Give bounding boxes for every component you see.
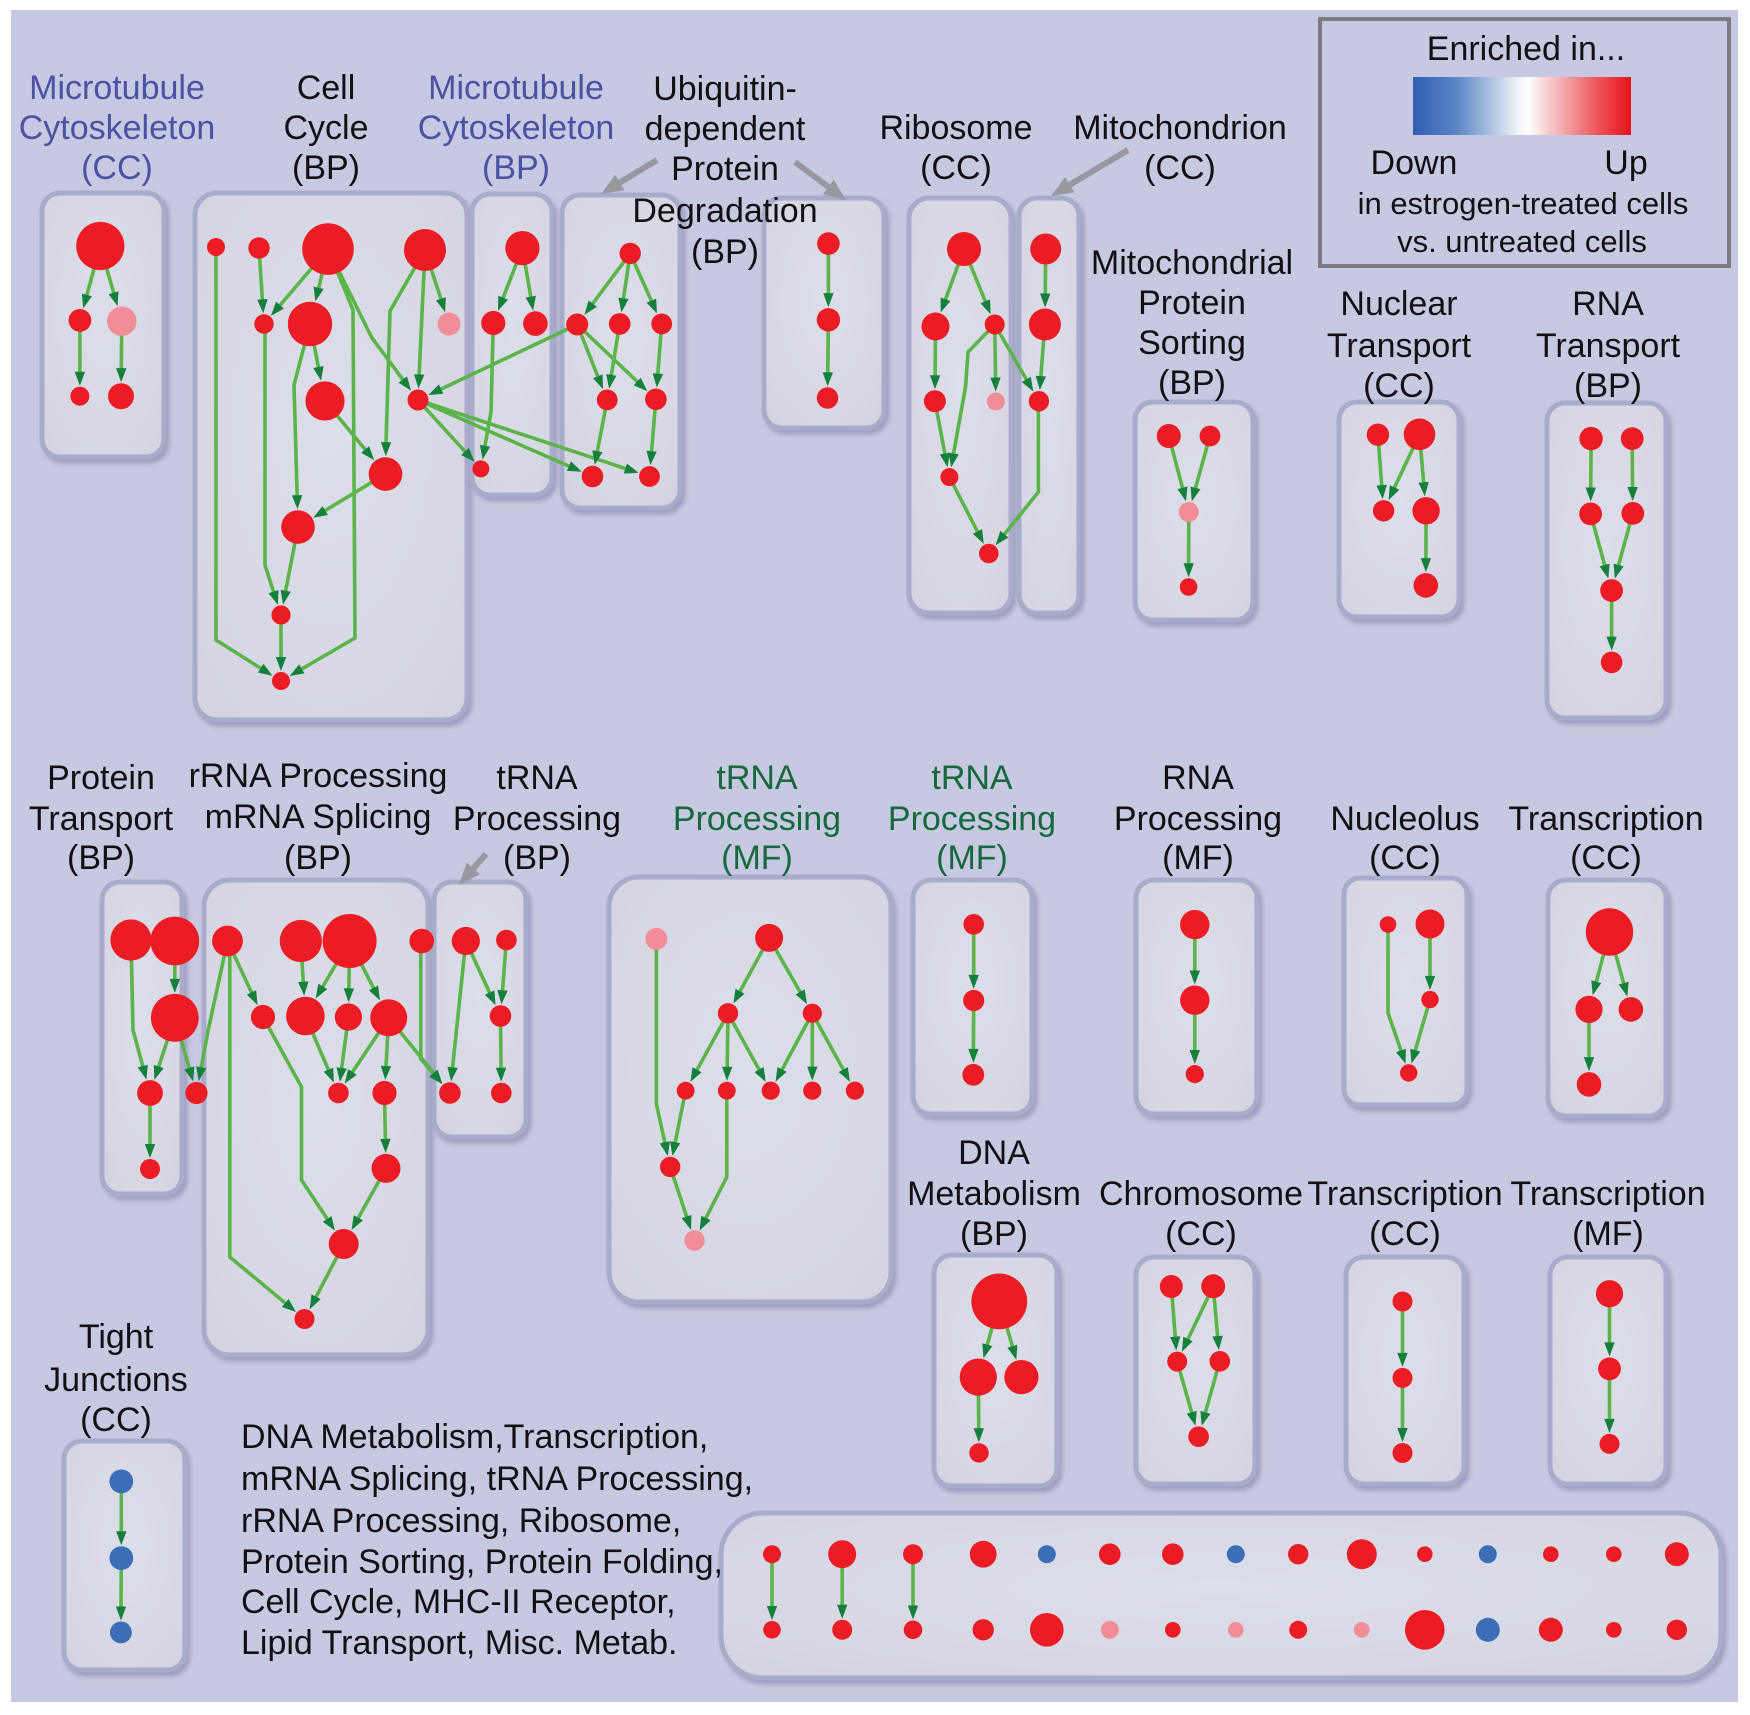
svg-text:(MF): (MF): [1572, 1215, 1644, 1253]
svg-text:Chromosome: Chromosome: [1099, 1175, 1303, 1213]
svg-text:(BP): (BP): [503, 839, 571, 877]
svg-text:RNA: RNA: [1162, 759, 1234, 797]
svg-text:Ubiquitin-: Ubiquitin-: [653, 70, 797, 108]
svg-text:Sorting: Sorting: [1138, 324, 1246, 362]
svg-text:(CC): (CC): [1369, 1215, 1441, 1253]
svg-text:(CC): (CC): [81, 149, 153, 187]
svg-text:(CC): (CC): [80, 1401, 152, 1439]
svg-text:Microtubule: Microtubule: [428, 69, 604, 107]
svg-text:DNA Metabolism,Transcription,: DNA Metabolism,Transcription,: [241, 1418, 708, 1456]
svg-text:Microtubule: Microtubule: [29, 69, 205, 107]
svg-text:Transport: Transport: [1536, 327, 1681, 365]
svg-text:Transcription: Transcription: [1510, 1175, 1705, 1213]
svg-text:rRNA Processing, Ribosome,: rRNA Processing, Ribosome,: [241, 1502, 681, 1540]
svg-text:tRNA: tRNA: [496, 759, 578, 797]
svg-text:Processing: Processing: [673, 800, 841, 838]
svg-text:in estrogen-treated cells: in estrogen-treated cells: [1358, 186, 1689, 221]
svg-text:Transcription: Transcription: [1508, 800, 1703, 838]
svg-text:Enriched in...: Enriched in...: [1427, 30, 1625, 68]
svg-text:(CC): (CC): [920, 149, 992, 187]
svg-text:Cytoskeleton: Cytoskeleton: [418, 109, 615, 147]
svg-text:(CC): (CC): [1165, 1215, 1237, 1253]
svg-text:Cytoskeleton: Cytoskeleton: [19, 109, 216, 147]
svg-text:Nucleolus: Nucleolus: [1330, 800, 1479, 838]
svg-text:(CC): (CC): [1369, 839, 1441, 877]
svg-text:Down: Down: [1371, 144, 1458, 182]
svg-text:Transport: Transport: [1327, 327, 1472, 365]
svg-text:Protein: Protein: [47, 759, 155, 797]
svg-text:Transcription: Transcription: [1307, 1175, 1502, 1213]
svg-text:Processing: Processing: [453, 800, 621, 838]
svg-text:Protein Sorting, Protein Foldi: Protein Sorting, Protein Folding,: [241, 1543, 723, 1581]
svg-text:(MF): (MF): [721, 839, 793, 877]
svg-text:(BP): (BP): [284, 839, 352, 877]
svg-text:mRNA Splicing, tRNA Processing: mRNA Splicing, tRNA Processing,: [241, 1460, 753, 1498]
svg-text:mRNA Splicing: mRNA Splicing: [205, 798, 432, 836]
svg-text:Ribosome: Ribosome: [879, 109, 1032, 147]
svg-text:tRNA: tRNA: [716, 759, 798, 797]
svg-text:Processing: Processing: [888, 800, 1056, 838]
svg-text:Processing: Processing: [1114, 800, 1282, 838]
svg-text:rRNA Processing: rRNA Processing: [189, 757, 448, 795]
svg-text:Cell Cycle, MHC-II Receptor,: Cell Cycle, MHC-II Receptor,: [241, 1583, 676, 1621]
svg-text:(BP): (BP): [292, 149, 360, 187]
svg-text:Cell: Cell: [297, 69, 356, 107]
svg-text:(BP): (BP): [691, 233, 759, 271]
svg-text:Transport: Transport: [29, 800, 174, 838]
svg-text:(CC): (CC): [1570, 839, 1642, 877]
svg-text:(BP): (BP): [67, 839, 135, 877]
svg-text:Metabolism: Metabolism: [907, 1175, 1081, 1213]
svg-text:Lipid Transport, Misc. Metab.: Lipid Transport, Misc. Metab.: [241, 1624, 678, 1662]
svg-text:Degradation: Degradation: [632, 192, 817, 230]
svg-text:Up: Up: [1604, 144, 1647, 182]
svg-text:(BP): (BP): [482, 149, 550, 187]
svg-text:vs. untreated cells: vs. untreated cells: [1397, 224, 1647, 259]
svg-text:(BP): (BP): [960, 1215, 1028, 1253]
svg-text:(CC): (CC): [1363, 367, 1435, 405]
svg-text:(MF): (MF): [1162, 839, 1234, 877]
svg-text:Protein: Protein: [1138, 284, 1246, 322]
svg-text:(CC): (CC): [1144, 149, 1216, 187]
svg-text:(MF): (MF): [936, 839, 1008, 877]
svg-text:Protein: Protein: [671, 150, 779, 188]
svg-text:Mitochondrion: Mitochondrion: [1073, 109, 1287, 147]
svg-text:Cycle: Cycle: [283, 109, 368, 147]
svg-text:Tight: Tight: [79, 1318, 154, 1356]
svg-text:Nuclear: Nuclear: [1340, 285, 1457, 323]
svg-text:RNA: RNA: [1572, 285, 1644, 323]
svg-text:(BP): (BP): [1574, 367, 1642, 405]
svg-text:(BP): (BP): [1158, 364, 1226, 402]
svg-text:tRNA: tRNA: [931, 759, 1013, 797]
svg-text:Mitochondrial: Mitochondrial: [1091, 244, 1293, 282]
svg-text:DNA: DNA: [958, 1134, 1030, 1172]
svg-text:Junctions: Junctions: [44, 1361, 188, 1399]
svg-text:dependent: dependent: [645, 110, 806, 148]
